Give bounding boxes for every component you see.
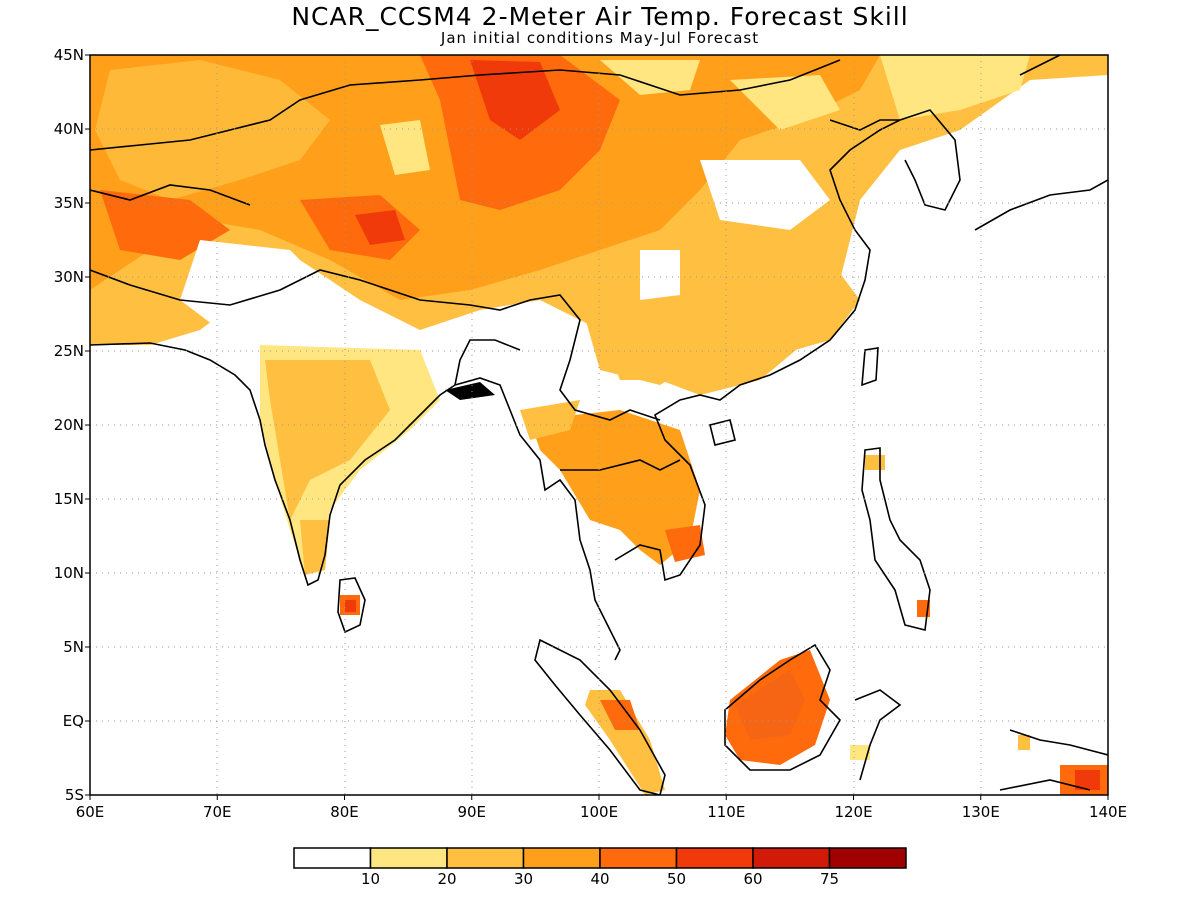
color-legend: 10 20 30 40 50 60 75 [293,847,907,888]
legend-swatch [752,847,831,869]
x-tick-label: 70E [203,803,232,821]
y-tick-label: 5N [63,638,84,656]
legend-label: 60 [743,870,762,888]
y-tick-label: 40N [54,120,84,138]
x-tick-label: 100E [580,803,618,821]
legend-swatch [599,847,678,869]
y-tick-label: 45N [54,46,84,64]
y-tick-label: EQ [63,712,84,730]
legend-swatch [675,847,754,869]
legend-label: 10 [361,870,380,888]
x-tick-label: 60E [76,803,105,821]
legend-label: 75 [820,870,839,888]
skill-shading-layer [90,55,1108,795]
legend-swatch [446,847,525,869]
legend-label: 50 [667,870,686,888]
x-tick-label: 130E [962,803,1000,821]
latitude-axis: 45N 40N 35N 30N 25N 20N 15N 10N 5N EQ 5S [54,46,90,804]
y-tick-label: 20N [54,416,84,434]
legend-label: 30 [514,870,533,888]
delta-landmass [445,382,495,400]
longitude-axis: 60E 70E 80E 90E 100E 110E 120E 130E 140E [76,795,1127,821]
x-tick-label: 120E [834,803,872,821]
legend-swatch [522,847,601,869]
legend-swatch [828,847,907,869]
coastline-layer [90,55,1108,795]
map-title: NCAR_CCSM4 2-Meter Air Temp. Forecast Sk… [291,2,909,31]
x-tick-label: 140E [1089,803,1127,821]
x-tick-label: 80E [330,803,359,821]
legend-swatch [369,847,448,869]
y-tick-label: 35N [54,194,84,212]
y-tick-label: 10N [54,564,84,582]
x-tick-label: 90E [457,803,486,821]
y-tick-label: 15N [54,490,84,508]
legend-swatch [293,847,372,869]
legend-label: 20 [437,870,456,888]
x-tick-label: 110E [707,803,745,821]
y-tick-label: 30N [54,268,84,286]
map-subtitle: Jan initial conditions May-Jul Forecast [440,29,760,47]
legend-label: 40 [590,870,609,888]
y-tick-label: 25N [54,342,84,360]
y-tick-label: 5S [65,786,84,804]
